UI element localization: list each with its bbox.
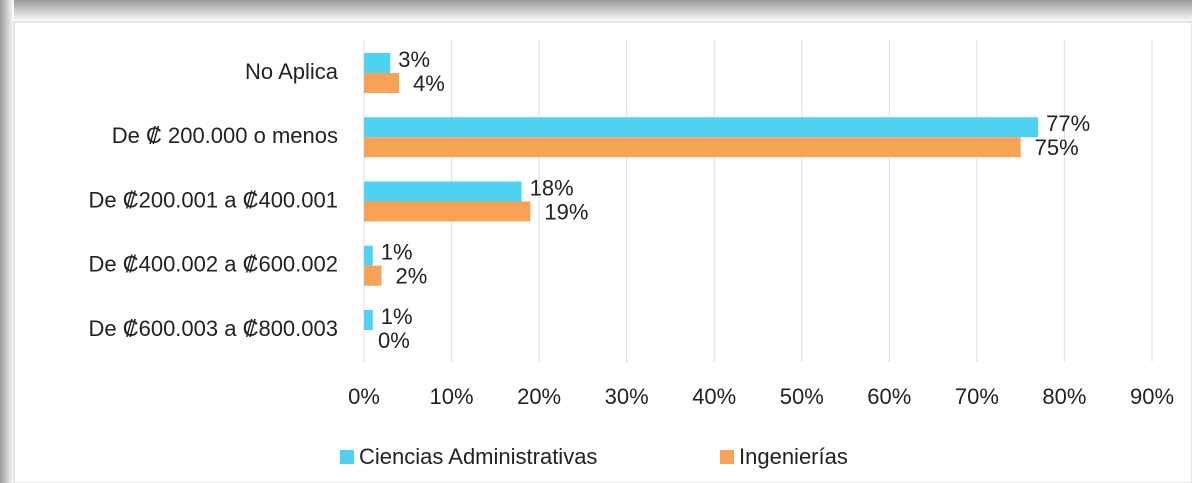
y-tick-label: De ₡400.002 a ₡600.002 [88,252,338,277]
x-tick-label: 40% [692,384,736,409]
data-label: 18% [530,175,574,200]
y-tick-label: De ₡200.001 a ₡400.001 [88,187,338,212]
bar [364,137,1021,158]
data-label: 0% [378,328,410,353]
x-tick-label: 20% [517,384,561,409]
data-label: 1% [381,304,413,329]
x-tick-label: 0% [348,384,380,409]
y-tick-label: De ₡600.003 a ₡800.003 [88,316,338,341]
bar [364,310,373,330]
data-label: 19% [544,199,588,224]
bar [364,181,522,202]
data-label: 2% [396,264,428,289]
y-tick-label: De ₡ 200.000 o menos [112,123,338,148]
data-label: 75% [1035,135,1079,160]
x-tick-label: 80% [1042,384,1086,409]
bar [364,201,531,222]
bar [364,265,382,286]
y-tick-label: No Aplica [245,59,339,84]
legend-swatch [720,450,734,464]
bar [364,53,391,73]
x-tick-label: 30% [605,384,649,409]
data-label: 3% [398,47,430,72]
bar [364,245,373,266]
bar [364,117,1039,138]
legend-swatch [340,450,354,464]
data-label: 77% [1046,111,1090,136]
frame-shadow [0,0,1192,22]
x-tick-label: 50% [780,384,824,409]
legend-label: Ingenierías [739,444,848,469]
data-label: 1% [381,240,413,265]
chart-area [13,21,1192,483]
x-tick-label: 70% [955,384,999,409]
bar [364,73,400,93]
x-tick-label: 60% [867,384,911,409]
x-tick-label: 10% [430,384,474,409]
legend-label: Ciencias Administrativas [359,444,597,469]
x-tick-label: 90% [1130,384,1174,409]
data-label: 4% [413,71,445,96]
frame-shadow [0,0,14,483]
